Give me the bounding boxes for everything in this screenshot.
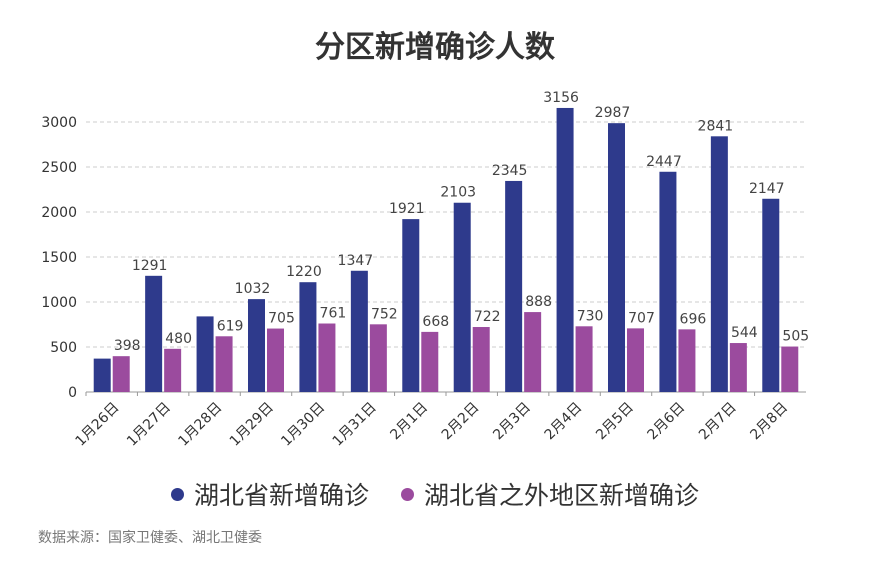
bar-outside — [524, 312, 542, 392]
bar-hubei — [145, 275, 163, 392]
x-tick-label: 2月2日 — [439, 400, 483, 444]
chart-title: 分区新增确诊人数 — [315, 30, 555, 65]
data-label-outside: 505 — [782, 329, 809, 345]
x-tick-label: 2月3日 — [490, 400, 534, 444]
y-tick-label: 500 — [50, 340, 77, 356]
x-tick-label: 2月7日 — [696, 400, 740, 444]
data-label-hubei: 1347 — [338, 253, 374, 269]
bar-hubei — [93, 358, 111, 392]
y-tick-label: 2000 — [41, 205, 77, 221]
bar-hubei — [608, 123, 625, 393]
x-tick-label: 1月31日 — [330, 400, 380, 450]
bar-outside — [421, 331, 439, 392]
data-label-hubei: 2147 — [749, 181, 785, 197]
bar-outside — [112, 356, 130, 392]
x-tick-label: 1月29日 — [227, 400, 277, 450]
bar-hubei — [453, 202, 471, 392]
data-label-outside: 888 — [525, 294, 552, 310]
data-label-outside: 752 — [371, 306, 398, 322]
x-tick-label: 2月4日 — [542, 400, 586, 444]
bar-hubei — [556, 107, 574, 393]
data-label-hubei: 2987 — [595, 105, 631, 121]
data-label-hubei: 1220 — [286, 264, 322, 280]
x-tick-label: 1月26日 — [73, 400, 123, 450]
y-tick-label: 2500 — [41, 160, 77, 176]
bar-hubei — [299, 282, 317, 392]
x-tick-label: 2月5日 — [593, 400, 637, 444]
legend-swatch-hubei — [171, 487, 184, 501]
data-label-outside: 480 — [165, 331, 192, 347]
bar-hubei — [402, 219, 420, 392]
y-tick-label: 1500 — [41, 250, 77, 266]
legend-item-hubei: 湖北省新增确诊 — [171, 476, 369, 512]
data-label-outside: 398 — [114, 338, 141, 354]
y-tick-label: 1000 — [41, 295, 77, 311]
bar-outside — [729, 343, 747, 392]
data-label-hubei: 1921 — [389, 201, 425, 217]
data-label-outside: 730 — [577, 308, 604, 324]
data-label-hubei: 2447 — [646, 154, 682, 170]
bar-hubei — [248, 299, 265, 392]
data-label-hubei: 1032 — [235, 281, 271, 297]
data-label-outside: 544 — [731, 325, 758, 341]
data-label-outside: 761 — [320, 306, 347, 322]
bar-outside — [575, 326, 593, 392]
data-source-note: 数据来源：国家卫健委、湖北卫健委 — [38, 530, 262, 546]
data-label-hubei: 1291 — [132, 258, 168, 274]
bar-hubei — [710, 136, 728, 392]
bar-outside — [472, 327, 490, 392]
bar-hubei — [505, 180, 523, 392]
bar-hubei — [196, 316, 214, 392]
data-label-hubei: 3156 — [543, 90, 579, 106]
legend-item-outside: 湖北省之外地区新增确诊 — [400, 476, 699, 512]
data-label-hubei: 2345 — [492, 163, 528, 179]
data-label-outside: 619 — [217, 318, 244, 334]
data-label-hubei: 2841 — [698, 118, 734, 134]
bar-outside — [627, 328, 644, 392]
bar-hubei — [762, 198, 780, 392]
data-label-outside: 668 — [422, 314, 449, 330]
bar-outside — [267, 328, 284, 392]
legend-label-hubei: 湖北省新增确诊 — [194, 481, 370, 510]
x-tick-label: 1月28日 — [175, 400, 225, 450]
x-tick-label: 2月8日 — [747, 400, 791, 444]
bar-outside — [678, 329, 696, 392]
x-tick-label: 2月6日 — [645, 400, 689, 444]
y-tick-label: 0 — [68, 385, 77, 401]
bar-outside — [215, 336, 233, 392]
bar-hubei — [659, 171, 677, 392]
data-label-hubei: 2103 — [440, 185, 476, 201]
x-tick-label: 1月30日 — [278, 400, 328, 450]
legend: 湖北省新增确诊 湖北省之外地区新增确诊 — [0, 476, 870, 512]
x-tick-label: 1月27日 — [124, 400, 174, 450]
data-label-outside: 722 — [474, 309, 501, 325]
x-tick-label: 2月1日 — [387, 400, 431, 444]
legend-swatch-outside — [400, 487, 414, 501]
bar-outside — [164, 348, 182, 392]
bar-outside — [369, 324, 387, 392]
legend-label-outside: 湖北省之外地区新增确诊 — [423, 481, 699, 510]
bar-outside — [781, 346, 799, 392]
data-label-outside: 707 — [628, 310, 655, 326]
data-label-outside: 705 — [268, 311, 295, 327]
bar-hubei — [350, 270, 368, 392]
y-tick-label: 3000 — [41, 115, 77, 131]
data-label-outside: 696 — [680, 311, 707, 327]
bar-outside — [318, 323, 336, 392]
